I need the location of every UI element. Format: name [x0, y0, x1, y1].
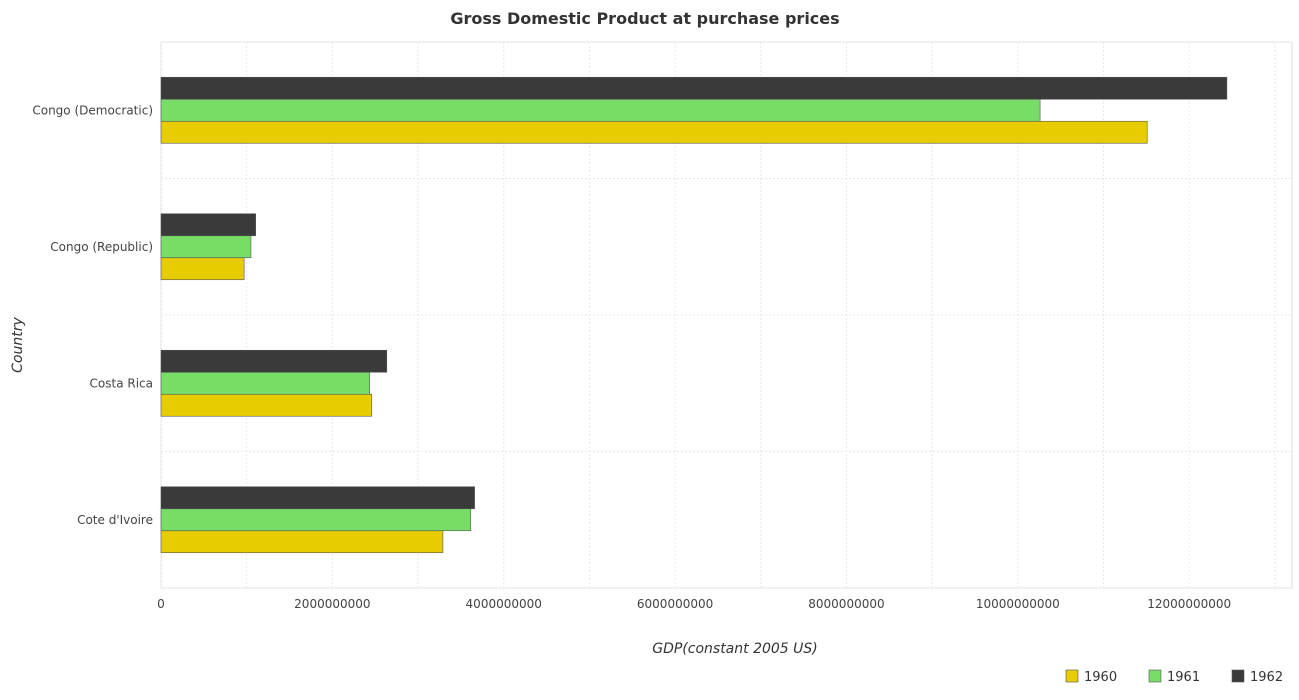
bar-1961 [160, 508, 472, 532]
axes: 0 2000000000 4000000000 6000000000 800000000… [32, 103, 1231, 611]
x-axis-title: GDP(constant 2005 US) [652, 641, 818, 657]
bar-1960 [160, 393, 373, 417]
x-tick-label: 0 [157, 597, 165, 611]
legend-label-1962: 1962 [1250, 670, 1283, 685]
x-tick-label: 12000000000 [1147, 597, 1231, 611]
bar-1962 [160, 213, 256, 237]
y-axis-title: Country [10, 316, 26, 372]
y-tick-label: Congo (Democratic) [32, 103, 153, 117]
bar-1962 [160, 76, 1228, 100]
bar-1960 [160, 257, 245, 281]
bar-1962 [160, 486, 475, 510]
legend-swatch-1962 [1231, 669, 1245, 683]
legend-swatch-1960 [1065, 669, 1079, 683]
y-tick-label: Cote d'Ivoire [77, 513, 153, 527]
y-tick-label: Costa Rica [90, 376, 153, 390]
bar-1962 [160, 349, 388, 373]
bars [160, 76, 1228, 554]
bar-1961 [160, 98, 1041, 122]
x-tick-label: 10000000000 [976, 597, 1060, 611]
bar-1961 [160, 371, 370, 395]
bar-1961 [160, 235, 252, 259]
legend: 1960 1961 1962 [1065, 669, 1283, 685]
bar-1960 [160, 530, 444, 554]
x-tick-label: 6000000000 [637, 597, 713, 611]
grid [160, 41, 1293, 589]
chart-title: Gross Domestic Product at purchase price… [450, 9, 839, 28]
x-tick-label: 2000000000 [294, 597, 370, 611]
legend-swatch-1961 [1148, 669, 1162, 683]
x-tick-label: 4000000000 [466, 597, 542, 611]
x-tick-label: 8000000000 [808, 597, 884, 611]
y-tick-label: Congo (Republic) [50, 240, 153, 254]
legend-label-1961: 1961 [1167, 670, 1200, 685]
legend-label-1960: 1960 [1084, 670, 1117, 685]
bar-1960 [160, 120, 1148, 144]
